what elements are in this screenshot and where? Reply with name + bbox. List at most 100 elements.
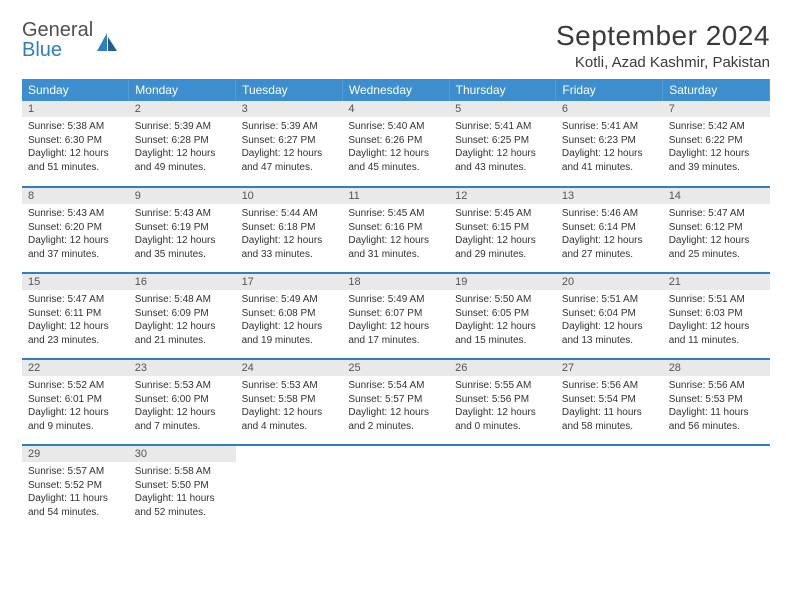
daylight-line: Daylight: 12 hours and 0 minutes.	[455, 406, 550, 433]
daylight-line: Daylight: 12 hours and 47 minutes.	[242, 147, 337, 174]
sunset-line: Sunset: 5:53 PM	[669, 393, 764, 407]
sunrise-line: Sunrise: 5:40 AM	[348, 120, 443, 134]
day-details: Sunrise: 5:45 AMSunset: 6:15 PMDaylight:…	[449, 204, 556, 267]
day-details: Sunrise: 5:58 AMSunset: 5:50 PMDaylight:…	[129, 462, 236, 525]
daylight-line: Daylight: 11 hours and 54 minutes.	[28, 492, 123, 519]
calendar-cell: 1Sunrise: 5:38 AMSunset: 6:30 PMDaylight…	[22, 101, 129, 187]
sunset-line: Sunset: 6:07 PM	[348, 307, 443, 321]
calendar-row: 22Sunrise: 5:52 AMSunset: 6:01 PMDayligh…	[22, 359, 770, 445]
location-text: Kotli, Azad Kashmir, Pakistan	[556, 54, 770, 71]
calendar-cell: 17Sunrise: 5:49 AMSunset: 6:08 PMDayligh…	[236, 273, 343, 359]
day-details: Sunrise: 5:38 AMSunset: 6:30 PMDaylight:…	[22, 117, 129, 180]
day-details: Sunrise: 5:49 AMSunset: 6:08 PMDaylight:…	[236, 290, 343, 353]
daylight-line: Daylight: 12 hours and 31 minutes.	[348, 234, 443, 261]
brand-logo: General Blue	[22, 20, 119, 60]
day-details: Sunrise: 5:53 AMSunset: 6:00 PMDaylight:…	[129, 376, 236, 439]
sunrise-line: Sunrise: 5:41 AM	[562, 120, 657, 134]
weekday-header: Wednesday	[342, 79, 449, 101]
calendar-cell: 18Sunrise: 5:49 AMSunset: 6:07 PMDayligh…	[342, 273, 449, 359]
daylight-line: Daylight: 12 hours and 2 minutes.	[348, 406, 443, 433]
calendar-cell: 25Sunrise: 5:54 AMSunset: 5:57 PMDayligh…	[342, 359, 449, 445]
sunrise-line: Sunrise: 5:54 AM	[348, 379, 443, 393]
day-number: 1	[22, 101, 129, 117]
sunset-line: Sunset: 6:14 PM	[562, 221, 657, 235]
sunset-line: Sunset: 6:25 PM	[455, 134, 550, 148]
sunset-line: Sunset: 6:00 PM	[135, 393, 230, 407]
weekday-header: Monday	[129, 79, 236, 101]
day-details: Sunrise: 5:42 AMSunset: 6:22 PMDaylight:…	[663, 117, 770, 180]
sunset-line: Sunset: 5:58 PM	[242, 393, 337, 407]
calendar-cell: 26Sunrise: 5:55 AMSunset: 5:56 PMDayligh…	[449, 359, 556, 445]
day-number: 4	[342, 101, 449, 117]
day-details: Sunrise: 5:40 AMSunset: 6:26 PMDaylight:…	[342, 117, 449, 180]
day-details: Sunrise: 5:44 AMSunset: 6:18 PMDaylight:…	[236, 204, 343, 267]
sunrise-line: Sunrise: 5:52 AM	[28, 379, 123, 393]
brand-word1: General	[22, 19, 93, 41]
weekday-header: Friday	[556, 79, 663, 101]
day-details: Sunrise: 5:54 AMSunset: 5:57 PMDaylight:…	[342, 376, 449, 439]
calendar-cell	[556, 445, 663, 531]
day-number: 22	[22, 360, 129, 376]
daylight-line: Daylight: 12 hours and 13 minutes.	[562, 320, 657, 347]
daylight-line: Daylight: 12 hours and 11 minutes.	[669, 320, 764, 347]
day-number: 17	[236, 274, 343, 290]
day-details: Sunrise: 5:41 AMSunset: 6:25 PMDaylight:…	[449, 117, 556, 180]
day-details: Sunrise: 5:51 AMSunset: 6:03 PMDaylight:…	[663, 290, 770, 353]
calendar-cell: 2Sunrise: 5:39 AMSunset: 6:28 PMDaylight…	[129, 101, 236, 187]
day-details: Sunrise: 5:45 AMSunset: 6:16 PMDaylight:…	[342, 204, 449, 267]
day-details: Sunrise: 5:51 AMSunset: 6:04 PMDaylight:…	[556, 290, 663, 353]
day-details: Sunrise: 5:56 AMSunset: 5:53 PMDaylight:…	[663, 376, 770, 439]
sunset-line: Sunset: 5:57 PM	[348, 393, 443, 407]
calendar-cell: 22 Sunrise: 5:52 AMSunset: 6:01 PMDayligh…	[22, 359, 129, 445]
daylight-line: Daylight: 11 hours and 56 minutes.	[669, 406, 764, 433]
calendar-cell: 5Sunrise: 5:41 AMSunset: 6:25 PMDaylight…	[449, 101, 556, 187]
daylight-line: Daylight: 12 hours and 9 minutes.	[28, 406, 123, 433]
calendar-cell: 7Sunrise: 5:42 AMSunset: 6:22 PMDaylight…	[663, 101, 770, 187]
sunrise-line: Sunrise: 5:49 AM	[242, 293, 337, 307]
calendar-cell: 16Sunrise: 5:48 AMSunset: 6:09 PMDayligh…	[129, 273, 236, 359]
day-number: 11	[342, 188, 449, 204]
day-number: 27	[556, 360, 663, 376]
sunrise-line: Sunrise: 5:47 AM	[28, 293, 123, 307]
daylight-line: Daylight: 12 hours and 15 minutes.	[455, 320, 550, 347]
sunset-line: Sunset: 5:56 PM	[455, 393, 550, 407]
day-details: Sunrise: 5:47 AMSunset: 6:12 PMDaylight:…	[663, 204, 770, 267]
day-number: 5	[449, 101, 556, 117]
day-number: 29	[22, 446, 129, 462]
sunrise-line: Sunrise: 5:49 AM	[348, 293, 443, 307]
sunrise-line: Sunrise: 5:58 AM	[135, 465, 230, 479]
daylight-line: Daylight: 12 hours and 35 minutes.	[135, 234, 230, 261]
day-number: 28	[663, 360, 770, 376]
sunrise-line: Sunrise: 5:44 AM	[242, 207, 337, 221]
daylight-line: Daylight: 12 hours and 33 minutes.	[242, 234, 337, 261]
calendar-cell	[342, 445, 449, 531]
sunset-line: Sunset: 5:50 PM	[135, 479, 230, 493]
day-number: 26	[449, 360, 556, 376]
calendar-cell: 15Sunrise: 5:47 AMSunset: 6:11 PMDayligh…	[22, 273, 129, 359]
sunset-line: Sunset: 6:01 PM	[28, 393, 123, 407]
day-number: 13	[556, 188, 663, 204]
day-details: Sunrise: 5:43 AMSunset: 6:19 PMDaylight:…	[129, 204, 236, 267]
day-number: 25	[342, 360, 449, 376]
sunset-line: Sunset: 6:23 PM	[562, 134, 657, 148]
calendar-cell: 8Sunrise: 5:43 AMSunset: 6:20 PMDaylight…	[22, 187, 129, 273]
day-number: 24	[236, 360, 343, 376]
sunrise-line: Sunrise: 5:46 AM	[562, 207, 657, 221]
weekday-header: Thursday	[449, 79, 556, 101]
sunrise-line: Sunrise: 5:56 AM	[562, 379, 657, 393]
sunrise-line: Sunrise: 5:48 AM	[135, 293, 230, 307]
sunset-line: Sunset: 6:16 PM	[348, 221, 443, 235]
sunrise-line: Sunrise: 5:43 AM	[28, 207, 123, 221]
day-number: 14	[663, 188, 770, 204]
day-number: 16	[129, 274, 236, 290]
sunrise-line: Sunrise: 5:53 AM	[242, 379, 337, 393]
day-number: 10	[236, 188, 343, 204]
day-number: 7	[663, 101, 770, 117]
sunset-line: Sunset: 6:22 PM	[669, 134, 764, 148]
sunset-line: Sunset: 6:30 PM	[28, 134, 123, 148]
day-details: Sunrise: 5:50 AMSunset: 6:05 PMDaylight:…	[449, 290, 556, 353]
sunrise-line: Sunrise: 5:47 AM	[669, 207, 764, 221]
daylight-line: Daylight: 12 hours and 51 minutes.	[28, 147, 123, 174]
daylight-line: Daylight: 12 hours and 27 minutes.	[562, 234, 657, 261]
day-number: 2	[129, 101, 236, 117]
